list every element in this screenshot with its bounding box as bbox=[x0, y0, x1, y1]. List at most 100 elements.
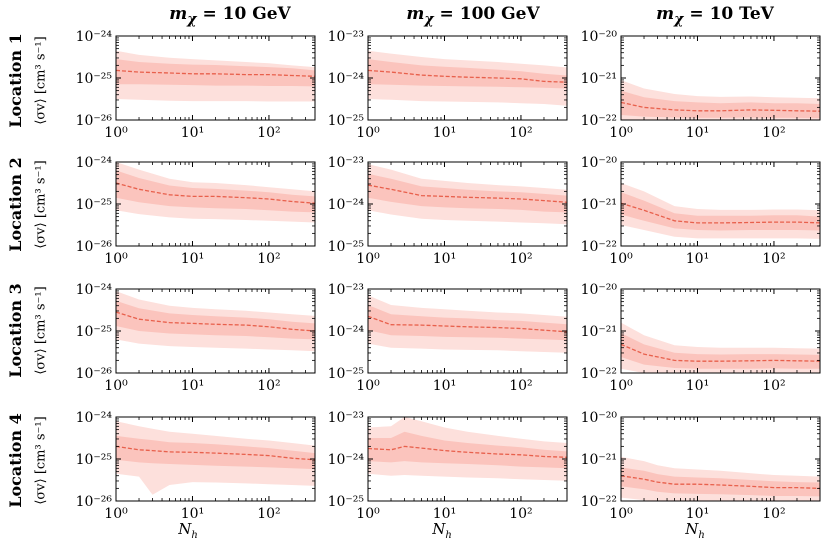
panel-r3-c2-inner-band bbox=[368, 305, 567, 341]
panel-r1-c1-median-line bbox=[116, 69, 315, 77]
panel-r2-c2-inner-band bbox=[368, 173, 567, 213]
panel-r3-c1-median-line bbox=[116, 311, 315, 332]
x-axis-label-3: Nh bbox=[685, 520, 705, 541]
panel-r1-c3-median-line bbox=[621, 101, 820, 112]
panel-r1-c3-xtick-label-1: 10¹ bbox=[686, 125, 709, 141]
panel-r4-c1-xtick-label-0: 10⁰ bbox=[104, 506, 128, 522]
panel-r3-c1-xtick-label-0: 10⁰ bbox=[104, 378, 128, 394]
panel-r2-c2-median-line bbox=[368, 184, 567, 203]
panel-r4-c3-ytick-label-0: 10⁻²⁰ bbox=[581, 410, 618, 426]
col-title-1: mχ = 10 GeV bbox=[169, 4, 291, 28]
panel-r4-c2-inner-band bbox=[368, 431, 567, 469]
panel-r1-c2-ytick-label-1: 10⁻²⁴ bbox=[328, 71, 365, 87]
panel-r1-c2-inner-band bbox=[368, 59, 567, 89]
panel-r2-c2-ytick-label-1: 10⁻²⁴ bbox=[328, 197, 365, 213]
panel-r4-c3-xtick-label-1: 10¹ bbox=[686, 506, 709, 522]
panel-r2-c1-inner-band bbox=[116, 170, 315, 213]
col-title-3: mχ = 10 TeV bbox=[656, 4, 774, 28]
panel-r1-c2-ytick-label-2: 10⁻²⁵ bbox=[328, 113, 365, 129]
panel-r4-c2-ytick-label-1: 10⁻²⁴ bbox=[328, 452, 365, 468]
panel-r2-c1-xtick-label-1: 10¹ bbox=[181, 251, 204, 267]
panel-r2-c1-ytick-label-0: 10⁻²⁴ bbox=[76, 155, 113, 171]
panel-r3-c1-ytick-label-0: 10⁻²⁴ bbox=[76, 282, 113, 298]
panel-r3-c1-ytick-label-1: 10⁻²⁵ bbox=[76, 324, 113, 340]
panel-r1-c1-xtick-label-0: 10⁰ bbox=[104, 125, 128, 141]
panel-r2-c1-xtick-label-2: 10² bbox=[257, 251, 280, 267]
panel-r3-c2-ytick-label-1: 10⁻²⁴ bbox=[328, 324, 365, 340]
panel-r2-c2-ytick-label-2: 10⁻²⁵ bbox=[328, 239, 365, 255]
panel-r1-c3-inner-band bbox=[621, 90, 820, 119]
panel-r2-c3-xtick-label-2: 10² bbox=[762, 251, 785, 267]
panel-r2-c2-ytick-label-0: 10⁻²³ bbox=[328, 155, 364, 171]
panel-r4-c2-median-line bbox=[368, 445, 567, 458]
panel-r3-c2-ytick-label-0: 10⁻²³ bbox=[328, 282, 364, 298]
panel-r1-c1-xtick-label-1: 10¹ bbox=[181, 125, 204, 141]
panel-r2-c1-xtick-label-0: 10⁰ bbox=[104, 251, 128, 267]
panel-r1-c2-xtick-label-2: 10² bbox=[509, 125, 532, 141]
panel-r1-c3-xtick-label-2: 10² bbox=[762, 125, 785, 141]
panel-r4-c3-inner-band bbox=[621, 467, 820, 497]
panel-r1-c3-ytick-label-1: 10⁻²¹ bbox=[581, 71, 617, 87]
panel-r2-c2-xtick-label-2: 10² bbox=[509, 251, 532, 267]
panel-r1-c1-xtick-label-2: 10² bbox=[257, 125, 280, 141]
panel-r3-c3-ytick-label-2: 10⁻²² bbox=[581, 366, 617, 382]
panel-r3-c3-xtick-label-1: 10¹ bbox=[686, 378, 709, 394]
panel-r1-c2-median-line bbox=[368, 69, 567, 83]
panel-r3-c2-ytick-label-2: 10⁻²⁵ bbox=[328, 366, 365, 382]
panel-r2-c2-xtick-label-0: 10⁰ bbox=[356, 251, 380, 267]
panel-r2-c3-ytick-label-2: 10⁻²² bbox=[581, 239, 617, 255]
panel-r3-c1-xtick-label-2: 10² bbox=[257, 378, 280, 394]
panel-r2-c3-inner-band bbox=[621, 192, 820, 231]
panel-r4-c1-ytick-label-1: 10⁻²⁵ bbox=[76, 452, 113, 468]
panel-r2-c1-median-line bbox=[116, 182, 315, 204]
x-axis-label-2: Nh bbox=[432, 520, 452, 541]
panel-r4-c3-ytick-label-1: 10⁻²¹ bbox=[581, 452, 617, 468]
panel-r4-c1-ytick-label-2: 10⁻²⁶ bbox=[76, 494, 113, 510]
panel-r2-c3-xtick-label-1: 10¹ bbox=[686, 251, 709, 267]
panel-r4-c3-ytick-label-2: 10⁻²² bbox=[581, 494, 617, 510]
panel-r1-c2-xtick-label-0: 10⁰ bbox=[356, 125, 380, 141]
panel-r4-c1-median-line bbox=[116, 445, 315, 461]
x-axis-label-1: Nh bbox=[178, 520, 198, 541]
panel-r4-c1-ytick-label-0: 10⁻²⁴ bbox=[76, 410, 113, 426]
panel-r1-c3-xtick-label-0: 10⁰ bbox=[609, 125, 633, 141]
panel-r1-c1-ytick-label-0: 10⁻²⁴ bbox=[76, 29, 113, 45]
panel-r3-c2-median-line bbox=[368, 315, 567, 333]
panel-r2-c3-ytick-label-0: 10⁻²⁰ bbox=[581, 155, 618, 171]
panel-r1-c1-inner-band bbox=[116, 59, 315, 87]
panel-r2-c3-median-line bbox=[621, 202, 820, 224]
panel-r3-c3-median-line bbox=[621, 343, 820, 362]
panel-r1-c1-ytick-label-1: 10⁻²⁵ bbox=[76, 71, 113, 87]
col-title-2: mχ = 100 GeV bbox=[406, 4, 540, 28]
panel-r4-c2-xtick-label-0: 10⁰ bbox=[356, 506, 380, 522]
panel-r3-c2-xtick-label-1: 10¹ bbox=[433, 378, 456, 394]
panel-r3-c3-ytick-label-0: 10⁻²⁰ bbox=[581, 282, 618, 298]
panel-r4-c3-median-line bbox=[621, 475, 820, 490]
panel-r4-c2-ytick-label-0: 10⁻²³ bbox=[328, 410, 364, 426]
panel-r4-c3-xtick-label-2: 10² bbox=[762, 506, 785, 522]
panel-r1-c1-ytick-label-2: 10⁻²⁶ bbox=[76, 113, 113, 129]
panel-r2-c1-ytick-label-2: 10⁻²⁶ bbox=[76, 239, 113, 255]
panel-r2-c1-ytick-label-1: 10⁻²⁵ bbox=[76, 197, 113, 213]
panel-r1-c2-xtick-label-1: 10¹ bbox=[433, 125, 456, 141]
panel-r4-c1-xtick-label-1: 10¹ bbox=[181, 506, 204, 522]
panel-r2-c3-xtick-label-0: 10⁰ bbox=[609, 251, 633, 267]
panel-r1-c2-ytick-label-0: 10⁻²³ bbox=[328, 29, 364, 45]
panel-r4-c2-ytick-label-2: 10⁻²⁵ bbox=[328, 494, 365, 510]
panel-r3-c3-xtick-label-2: 10² bbox=[762, 378, 785, 394]
panel-r3-c2-xtick-label-0: 10⁰ bbox=[356, 378, 380, 394]
panel-r4-c1-xtick-label-2: 10² bbox=[257, 506, 280, 522]
panel-r3-c3-xtick-label-0: 10⁰ bbox=[609, 378, 633, 394]
panel-r4-c2-xtick-label-1: 10¹ bbox=[433, 506, 456, 522]
panel-r3-c3-ytick-label-1: 10⁻²¹ bbox=[581, 324, 617, 340]
panel-r3-c1-xtick-label-1: 10¹ bbox=[181, 378, 204, 394]
panel-r1-c3-ytick-label-0: 10⁻²⁰ bbox=[581, 29, 618, 45]
panel-r4-c3-xtick-label-0: 10⁰ bbox=[609, 506, 633, 522]
panel-r3-c1-ytick-label-2: 10⁻²⁶ bbox=[76, 366, 113, 382]
panel-r2-c3-ytick-label-1: 10⁻²¹ bbox=[581, 197, 617, 213]
panel-r4-c2-xtick-label-2: 10² bbox=[509, 506, 532, 522]
panel-r2-c2-xtick-label-1: 10¹ bbox=[433, 251, 456, 267]
panel-r3-c1-inner-band bbox=[116, 300, 315, 340]
panel-r1-c3-ytick-label-2: 10⁻²² bbox=[581, 113, 617, 129]
